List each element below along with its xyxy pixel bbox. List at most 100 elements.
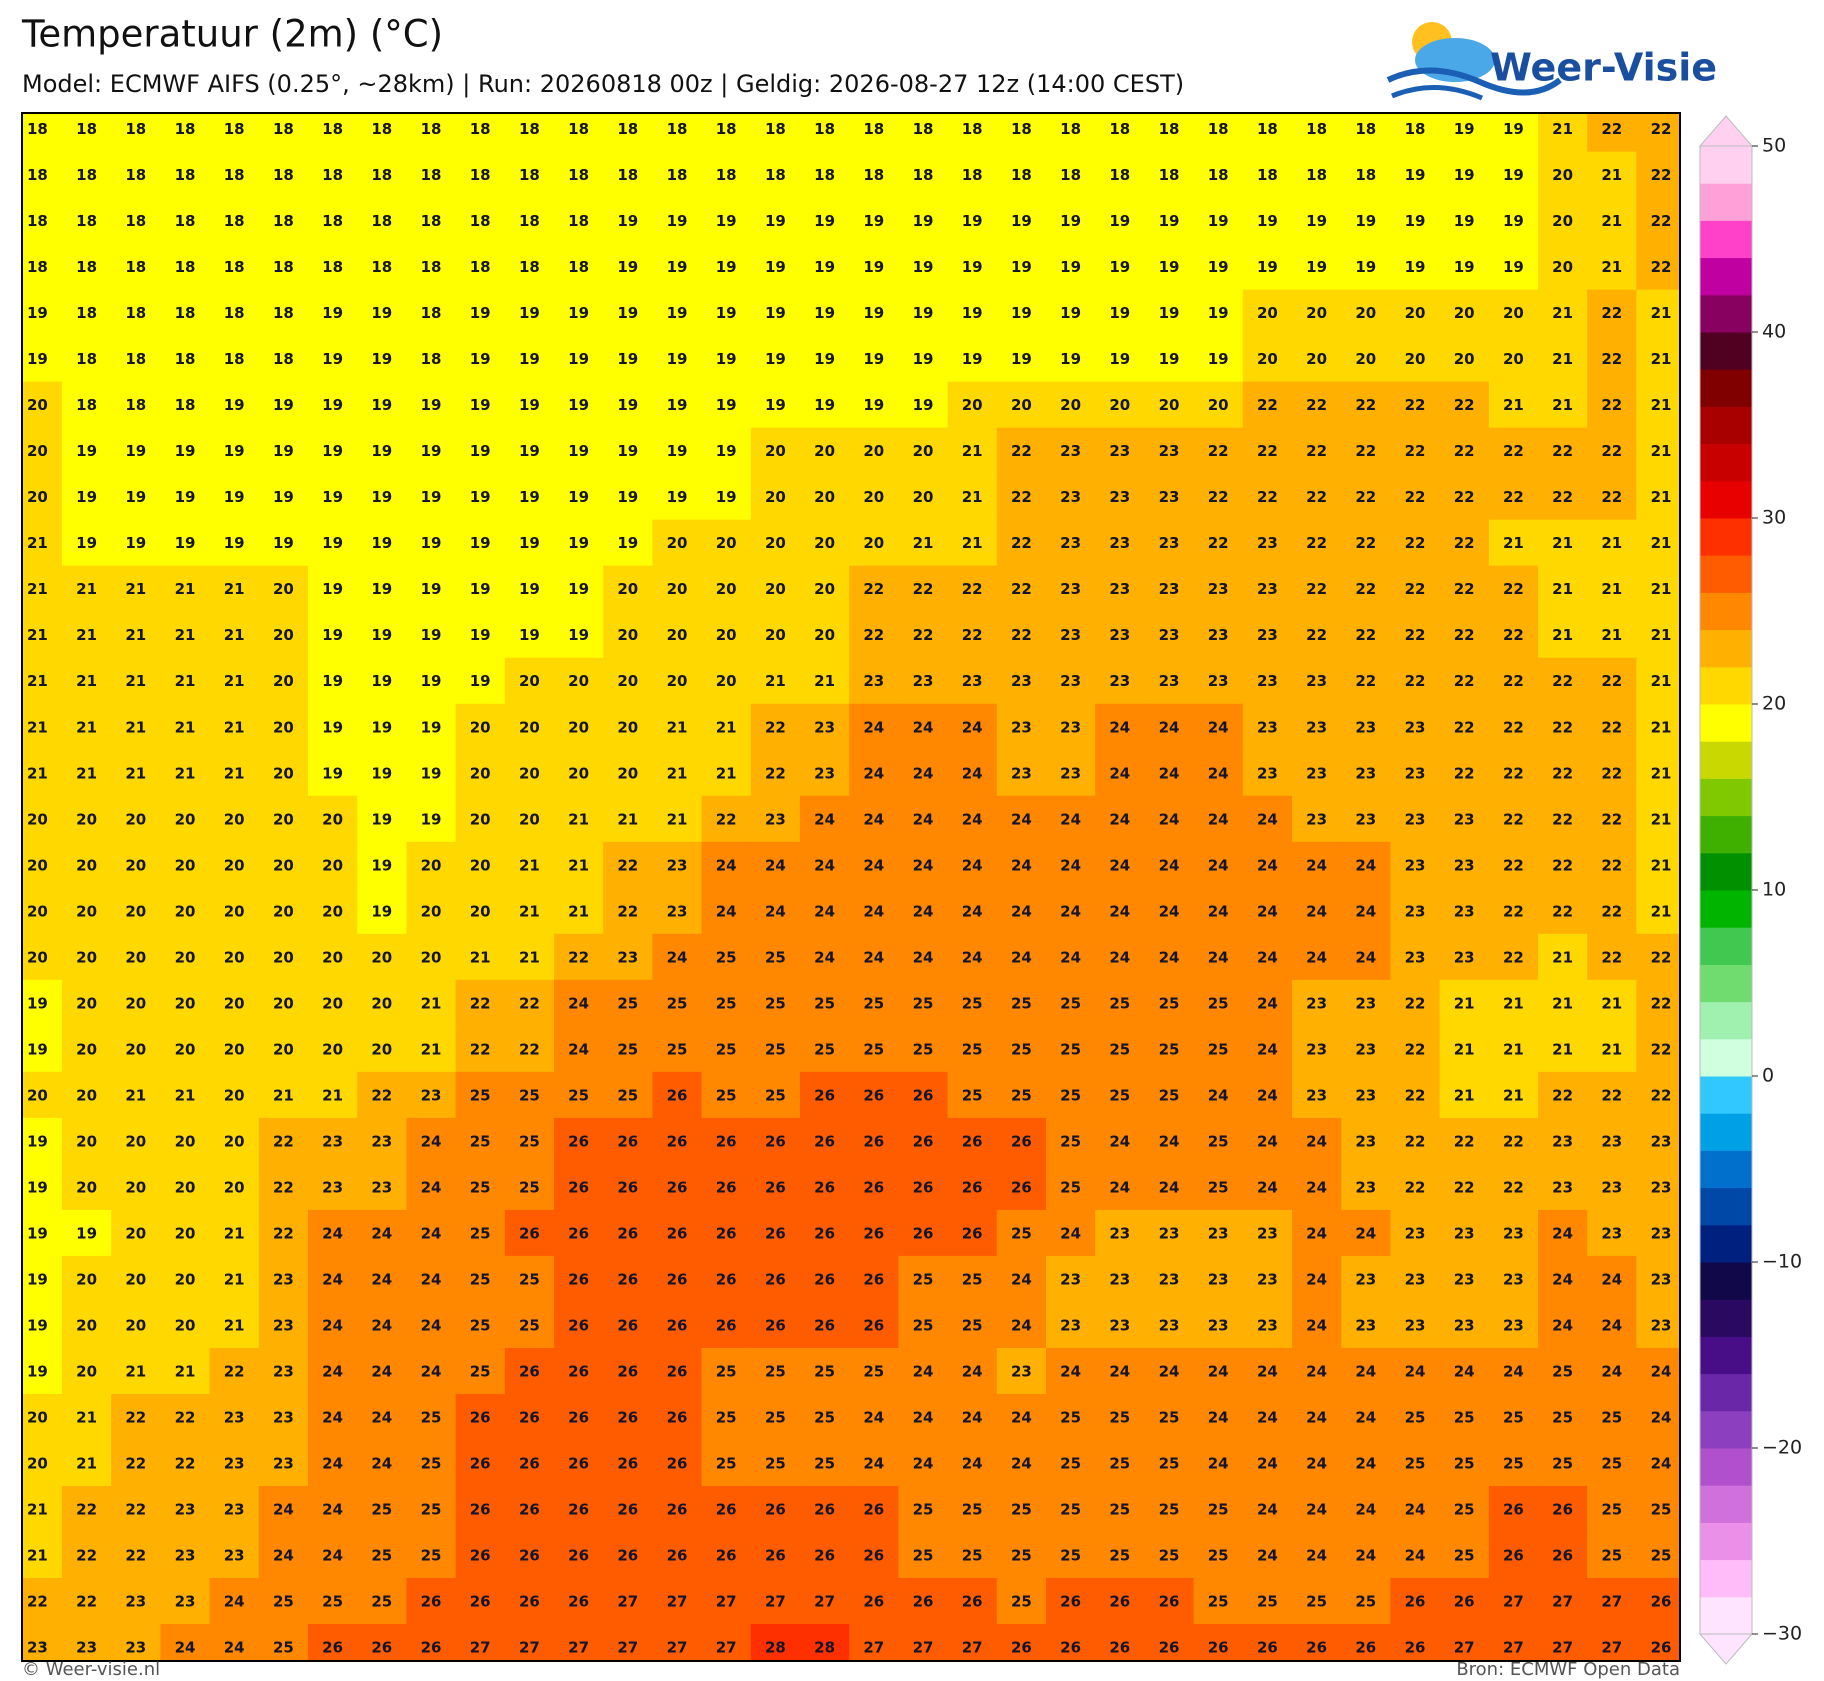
temp-cell — [504, 427, 555, 475]
temp-label: 22 — [1405, 580, 1426, 598]
temp-cell — [1292, 1347, 1342, 1395]
temp-cell — [652, 113, 703, 153]
temp-label: 20 — [175, 1224, 196, 1242]
temp-label: 18 — [175, 350, 196, 368]
temp-cell — [996, 1623, 1047, 1661]
temp-label: 22 — [1601, 442, 1622, 460]
temp-cell — [308, 795, 358, 843]
temp-label: 21 — [519, 856, 540, 874]
temp-cell — [62, 519, 112, 567]
temp-label: 26 — [667, 1546, 688, 1564]
temp-cell — [1292, 1623, 1342, 1661]
temp-label: 19 — [421, 718, 442, 736]
temp-cell — [1144, 1439, 1195, 1487]
temp-label: 19 — [667, 350, 688, 368]
temp-label: 24 — [273, 1500, 294, 1518]
temp-cell — [800, 113, 850, 153]
temp-cell — [603, 335, 653, 383]
temp-cell — [750, 1485, 801, 1533]
temp-cell — [455, 1577, 506, 1625]
temp-cell — [160, 933, 211, 981]
temp-label: 24 — [1355, 1362, 1376, 1380]
temp-cell — [504, 1623, 555, 1661]
temp-cell — [1242, 151, 1293, 199]
temp-label: 25 — [814, 1408, 835, 1426]
temp-cell — [701, 1255, 752, 1303]
temp-cell — [209, 749, 260, 797]
temp-cell — [1242, 979, 1293, 1027]
temp-cell — [603, 887, 653, 935]
temp-cell — [1488, 1071, 1539, 1119]
temp-cell — [554, 1117, 604, 1165]
temp-cell — [1242, 887, 1293, 935]
temp-label: 20 — [273, 626, 294, 644]
temp-label: 24 — [1355, 1546, 1376, 1564]
temp-cell — [996, 519, 1047, 567]
temp-cell — [1341, 1255, 1391, 1303]
temp-label: 22 — [470, 994, 491, 1012]
temp-label: 19 — [1011, 212, 1032, 230]
temp-label: 25 — [1159, 1500, 1180, 1518]
temp-cell — [111, 1531, 161, 1579]
temp-cell — [1193, 1577, 1244, 1625]
temp-label: 22 — [765, 764, 786, 782]
temp-label: 25 — [1306, 1592, 1327, 1610]
temp-cell — [652, 1393, 703, 1441]
temp-label: 24 — [1109, 1362, 1130, 1380]
temp-cell — [258, 243, 309, 291]
temp-label: 18 — [76, 120, 97, 138]
temp-cell — [1046, 197, 1096, 245]
temp-label: 24 — [1159, 1132, 1180, 1150]
temp-cell — [111, 427, 161, 475]
temp-cell — [455, 381, 506, 429]
temp-label: 19 — [1159, 258, 1180, 276]
temp-label: 25 — [962, 1270, 983, 1288]
temp-label: 23 — [863, 672, 884, 690]
temp-cell — [209, 289, 260, 337]
temp-label: 18 — [814, 120, 835, 138]
temp-cell — [22, 335, 63, 383]
temp-label: 19 — [519, 304, 540, 322]
temp-cell — [849, 473, 899, 521]
temp-cell — [1095, 197, 1145, 245]
temp-cell — [1046, 1163, 1096, 1211]
temp-label: 26 — [1355, 1639, 1376, 1657]
temp-label: 22 — [1601, 304, 1622, 322]
temp-label: 19 — [27, 1132, 48, 1150]
temp-cell — [1341, 289, 1391, 337]
temp-cell — [308, 1623, 358, 1661]
temp-cell — [1587, 933, 1637, 981]
temp-label: 21 — [1651, 580, 1672, 598]
temp-label: 26 — [519, 1454, 540, 1472]
temp-label: 19 — [421, 626, 442, 644]
temp-cell — [800, 243, 850, 291]
temp-label: 25 — [765, 1454, 786, 1472]
temp-cell — [1193, 565, 1244, 613]
temp-label: 22 — [1011, 442, 1032, 460]
temp-cell — [209, 151, 260, 199]
temp-label: 19 — [913, 350, 934, 368]
temp-label: 19 — [322, 534, 343, 552]
temp-cell — [1587, 1623, 1637, 1661]
temp-cell — [1390, 289, 1441, 337]
temp-label: 26 — [863, 1178, 884, 1196]
temp-label: 24 — [1257, 1040, 1278, 1058]
temp-cell — [357, 151, 407, 199]
temp-label: 24 — [1208, 1408, 1229, 1426]
temp-cell — [1488, 795, 1539, 843]
temp-label: 23 — [1159, 1224, 1180, 1242]
temp-cell — [1488, 1531, 1539, 1579]
temp-label: 22 — [1503, 442, 1524, 460]
temp-label: 26 — [765, 1224, 786, 1242]
temp-label: 22 — [913, 580, 934, 598]
temp-label: 20 — [76, 994, 97, 1012]
temp-cell — [308, 611, 358, 659]
temp-label: 23 — [1159, 442, 1180, 460]
temp-cell — [1242, 1209, 1293, 1257]
temp-label: 20 — [667, 672, 688, 690]
temp-cell — [1390, 335, 1441, 383]
temp-cell — [1193, 1531, 1244, 1579]
temp-label: 21 — [125, 764, 146, 782]
temp-cell — [1193, 1209, 1244, 1257]
temp-cell — [1538, 1623, 1588, 1661]
